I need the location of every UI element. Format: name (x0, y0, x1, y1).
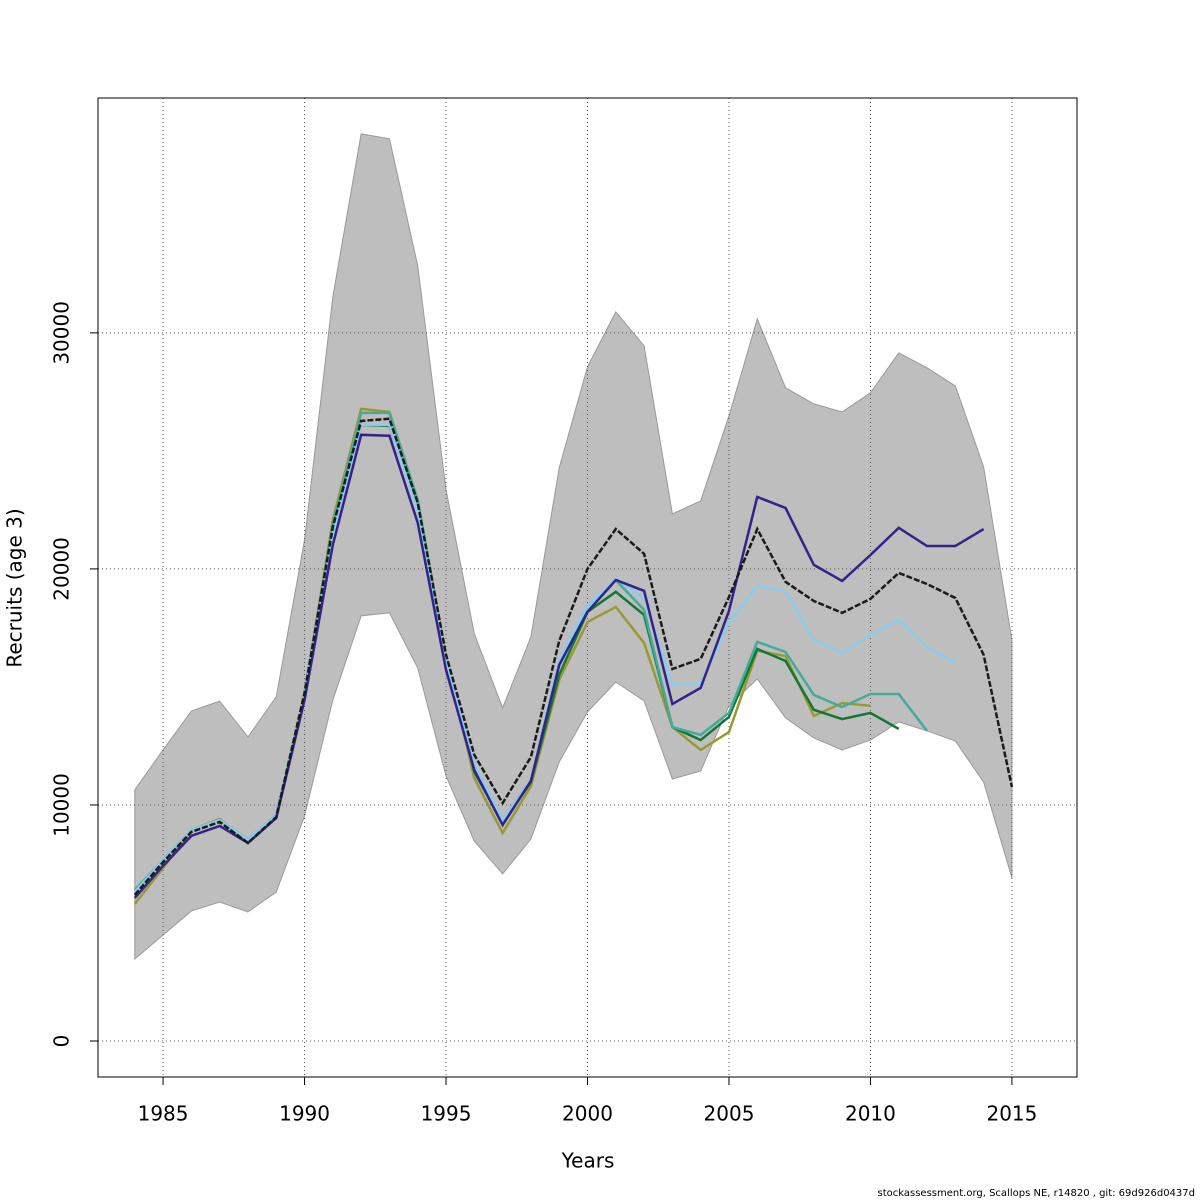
x-tick-label: 2015 (986, 1102, 1037, 1126)
y-tick-label: 10000 (50, 773, 74, 837)
confidence-band (134, 133, 1013, 961)
x-tick-label: 1985 (138, 1102, 189, 1126)
x-tick-label: 2000 (562, 1102, 613, 1126)
y-tick-label: 30000 (50, 301, 74, 365)
x-axis-label: Years (561, 1149, 615, 1173)
x-tick-label: 1990 (279, 1102, 330, 1126)
y-tick-label: 0 (50, 1035, 74, 1048)
series-line (133, 417, 1014, 896)
plot-frame (97, 97, 1078, 1078)
x-tick-label: 2010 (845, 1102, 896, 1126)
x-tick-label: 2005 (704, 1102, 755, 1126)
y-tick-label: 20000 (50, 537, 74, 601)
x-tick-label: 1995 (421, 1102, 472, 1126)
y-axis-label: Recruits (age 3) (3, 508, 27, 667)
footer: stockassessment.org, Scallops NE, r14820… (878, 1188, 1195, 1199)
